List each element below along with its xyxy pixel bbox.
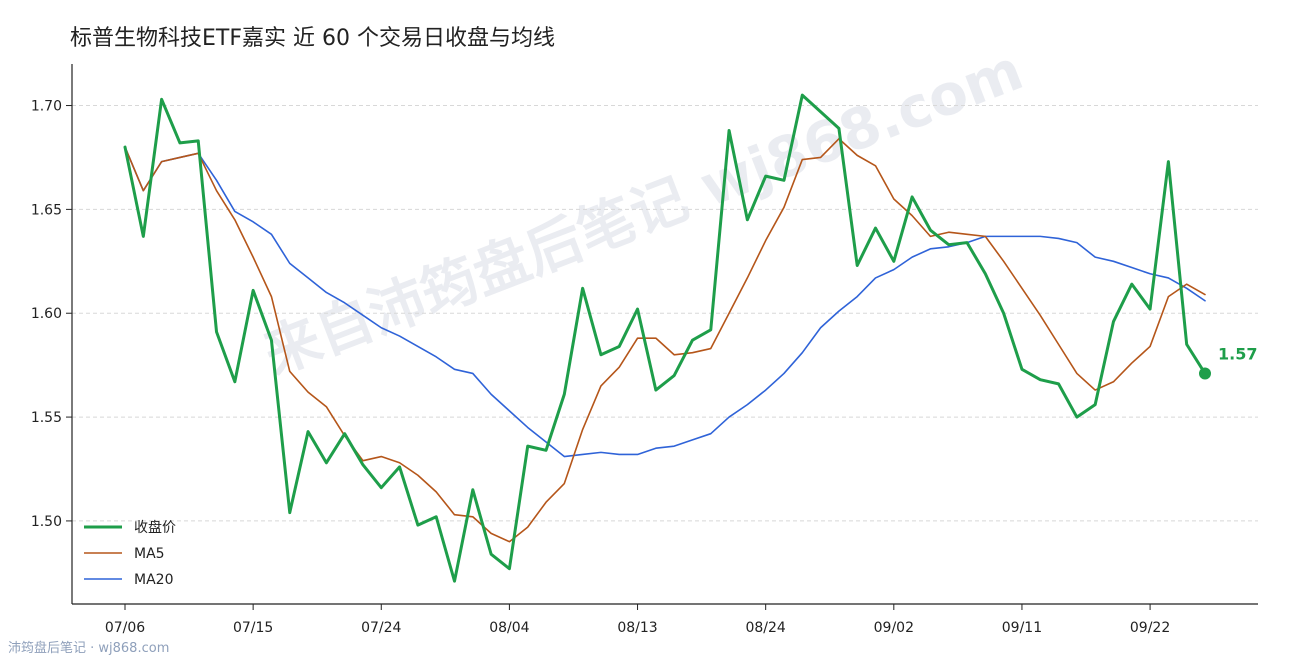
footer-credit: 沛筠盘后笔记 · wj868.com: [8, 640, 169, 656]
y-tick-label: 1.60: [31, 306, 62, 322]
last-value-marker-group: 1.57: [1199, 344, 1257, 380]
y-tick-label: 1.55: [31, 410, 62, 426]
legend-label: MA5: [134, 546, 165, 562]
x-tick-label: 08/13: [617, 620, 657, 636]
x-tick-label: 08/04: [489, 620, 529, 636]
x-tick-label: 07/24: [361, 620, 401, 636]
axes: [71, 64, 1258, 605]
last-value-label: 1.57: [1218, 344, 1257, 363]
x-tick-label: 09/22: [1130, 620, 1170, 636]
x-tick-label: 08/24: [745, 620, 785, 636]
legend: 收盘价 MA5 MA20: [84, 519, 176, 588]
series-line-0: [123, 93, 1207, 583]
last-value-point: [1199, 367, 1211, 380]
chart-title: 标普生物科技ETF嘉实 近 60 个交易日收盘与均线: [70, 26, 555, 51]
x-tick-label: 09/02: [874, 620, 914, 636]
x-tick-label: 07/06: [105, 620, 145, 636]
x-tick-label: 07/15: [233, 620, 273, 636]
y-tick-label: 1.70: [31, 99, 62, 115]
gridlines: [72, 105, 1258, 522]
legend-label: 收盘价: [134, 519, 176, 536]
y-tick-label: 1.50: [31, 514, 62, 530]
series-line-2: [124, 146, 1206, 458]
series-line-1: [124, 137, 1206, 543]
x-tick-label: 09/11: [1002, 620, 1042, 636]
x-axis-ticks: 07/06 07/15 07/24 08/04 08/13 08/24 09/02 09/11…: [105, 604, 1170, 636]
series-group: [123, 93, 1207, 583]
y-axis-ticks: 1.50 1.55 1.60 1.65 1.70: [31, 99, 72, 530]
y-tick-label: 1.65: [31, 202, 62, 218]
legend-label: MA20: [134, 572, 173, 588]
